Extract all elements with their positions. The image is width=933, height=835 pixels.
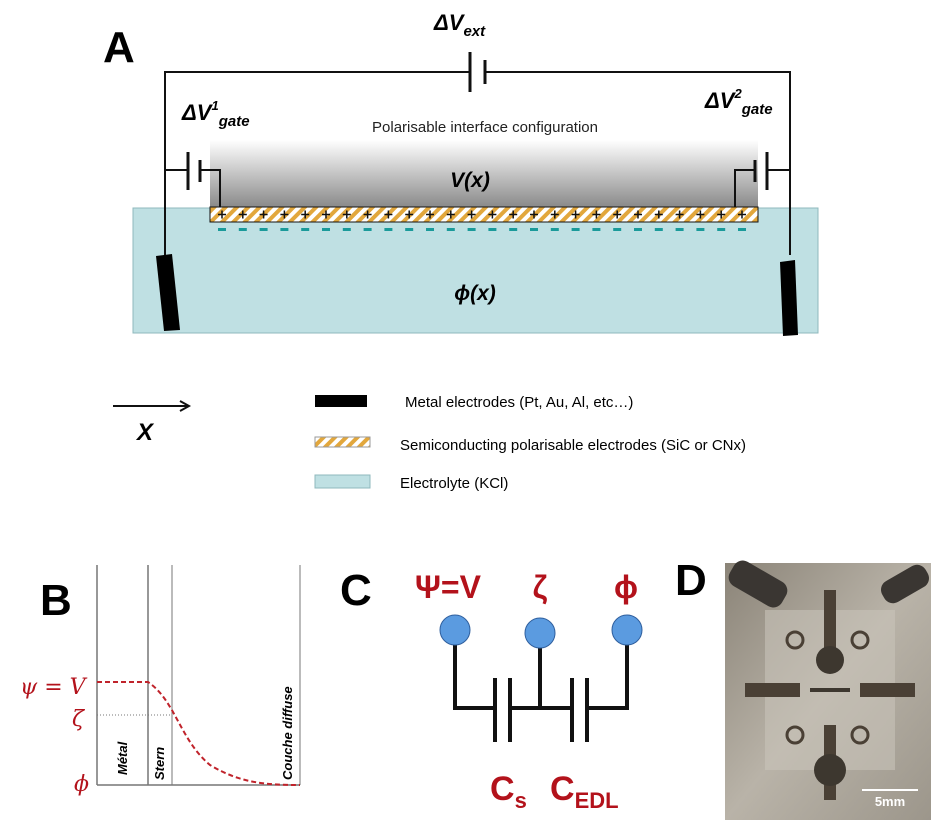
axis-label: X [135, 419, 155, 446]
level-label: ψ = V [20, 675, 88, 700]
capacitor-label: CEDL [550, 770, 619, 813]
negative-charge [655, 228, 663, 231]
panel-letter: C [340, 566, 372, 615]
negative-charge [343, 228, 351, 231]
negative-charge [717, 228, 725, 231]
negative-charge [738, 228, 746, 231]
node-label: ϕ [614, 569, 638, 605]
region-label: Couche diffuse [280, 686, 295, 780]
negative-charge [260, 228, 268, 231]
label: ΔV1gate [181, 98, 250, 130]
legend-label: Electrolyte (KCl) [400, 475, 508, 492]
negative-charge [592, 228, 600, 231]
negative-charge [530, 228, 538, 231]
subscript: gate [218, 113, 250, 130]
negative-charge [488, 228, 496, 231]
symbol: ΔV [181, 100, 214, 125]
negative-charge [613, 228, 621, 231]
node [612, 615, 642, 645]
negative-charge [405, 228, 413, 231]
potential-label: V(x) [450, 169, 490, 192]
negative-charge [572, 228, 580, 231]
superscript: 2 [733, 86, 742, 101]
legend-label: Semiconducting polarisable electrodes (S… [400, 437, 746, 454]
region-label: Stern [152, 747, 167, 780]
symbol: ΔV [704, 88, 737, 113]
negative-charge [322, 228, 330, 231]
potential-label: ϕ(x) [454, 282, 496, 305]
negative-charge [301, 228, 309, 231]
panel-letter: B [40, 576, 72, 625]
label: ΔV2gate [704, 86, 773, 118]
level-label: ϕ [74, 772, 89, 797]
negative-charge [239, 228, 247, 231]
negative-charge [384, 228, 392, 231]
negative-charge [551, 228, 559, 231]
legend-swatch [315, 475, 370, 488]
axis-arrow [113, 401, 189, 411]
legend-swatch [315, 437, 370, 447]
photo [725, 557, 933, 820]
symbol: C [550, 770, 575, 808]
caption: Polarisable interface configuration [372, 119, 598, 136]
subscript: gate [741, 101, 773, 118]
panel-letter: D [675, 556, 707, 605]
node-label: Ψ=V [415, 569, 482, 605]
negative-charge [696, 228, 704, 231]
negative-charge [634, 228, 642, 231]
negative-charge [468, 228, 476, 231]
capacitor-label: Cs [490, 770, 527, 813]
figure: A ΔVext ΔV1gate ΔV2gate Polarisable inte… [0, 0, 933, 835]
node [440, 615, 470, 645]
legend-label: Metal electrodes (Pt, Au, Al, etc…) [405, 394, 633, 411]
negative-charge [447, 228, 455, 231]
negative-charge [676, 228, 684, 231]
scale-label: 5mm [875, 794, 905, 809]
negative-charge [218, 228, 226, 231]
negative-charge [509, 228, 517, 231]
node [525, 618, 555, 648]
subscript: ext [463, 23, 486, 40]
subscript: s [515, 788, 527, 813]
symbol: ΔV [433, 10, 466, 35]
node-label: ζ [533, 569, 548, 605]
metal-electrode [780, 260, 798, 336]
label: ΔVext [433, 10, 486, 40]
electrolyte [133, 208, 818, 333]
level-label: ζ [72, 707, 86, 732]
symbol: C [490, 770, 515, 808]
legend-swatch [315, 395, 367, 407]
negative-charge [426, 228, 434, 231]
negative-charge [280, 228, 288, 231]
panel-letter: A [103, 23, 135, 72]
region-label: Métal [115, 741, 130, 775]
superscript: 1 [211, 98, 218, 113]
subscript: EDL [575, 788, 619, 813]
negative-charge [364, 228, 372, 231]
